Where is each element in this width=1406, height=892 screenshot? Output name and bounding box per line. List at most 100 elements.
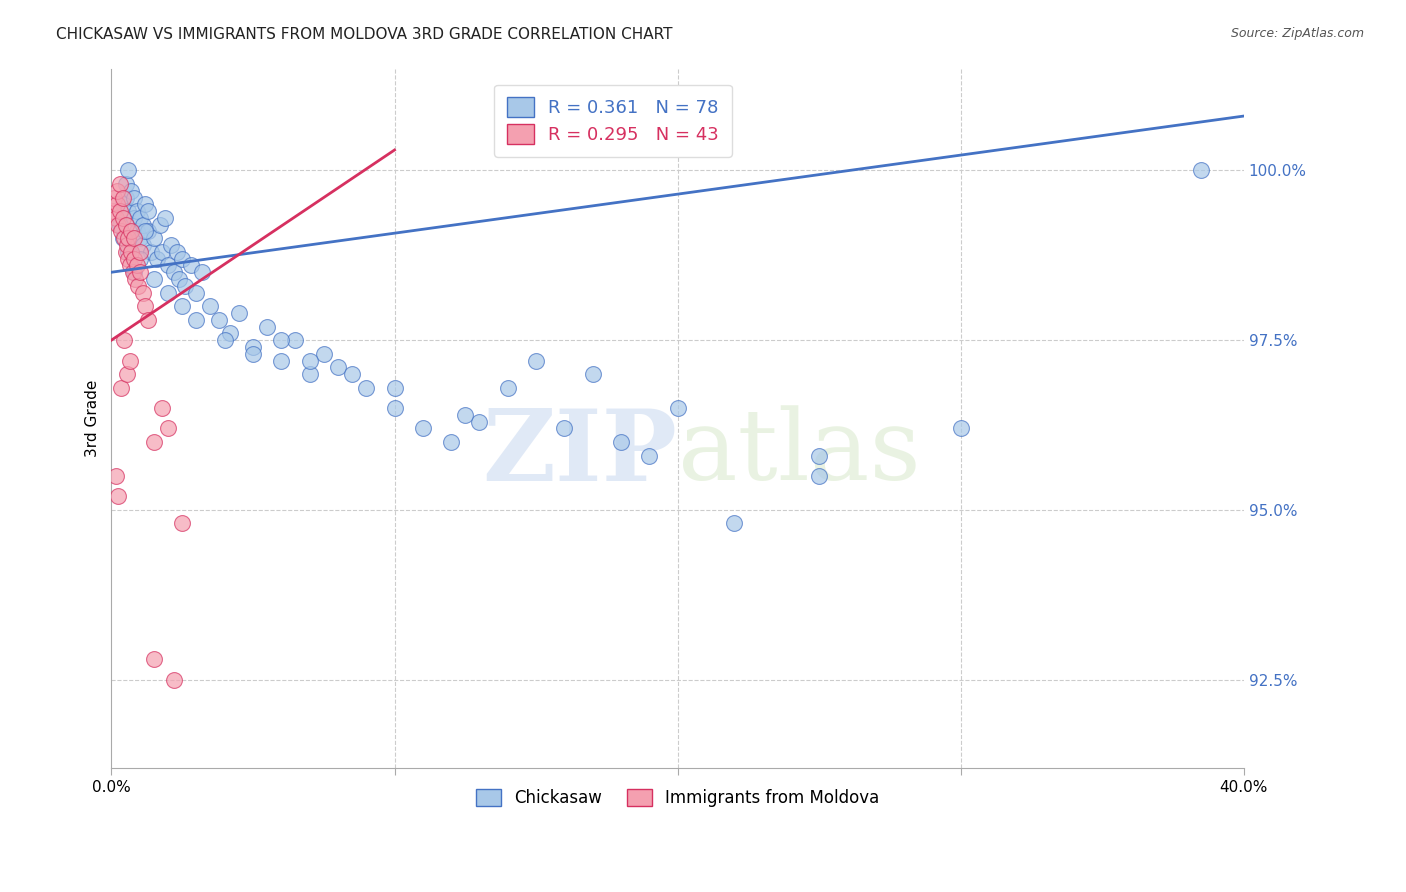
Point bbox=[112, 231, 135, 245]
Point bbox=[112, 333, 135, 347]
Point bbox=[120, 244, 142, 259]
Point bbox=[139, 244, 162, 259]
Text: atlas: atlas bbox=[678, 405, 921, 501]
Point bbox=[125, 225, 148, 239]
Point bbox=[186, 312, 208, 326]
Point bbox=[172, 516, 194, 531]
Point bbox=[131, 238, 153, 252]
Point bbox=[340, 367, 363, 381]
Point bbox=[128, 252, 150, 266]
Point bbox=[163, 265, 186, 279]
Point bbox=[214, 333, 236, 347]
Point bbox=[105, 197, 128, 211]
Point bbox=[134, 299, 156, 313]
Point bbox=[270, 333, 292, 347]
Point bbox=[949, 421, 972, 435]
Point bbox=[114, 244, 136, 259]
Point bbox=[200, 299, 222, 313]
Point bbox=[166, 244, 188, 259]
Point bbox=[208, 312, 231, 326]
Point bbox=[270, 353, 292, 368]
Text: Source: ZipAtlas.com: Source: ZipAtlas.com bbox=[1230, 27, 1364, 40]
Point bbox=[142, 231, 165, 245]
Point bbox=[298, 353, 321, 368]
Point bbox=[117, 204, 139, 219]
Point bbox=[284, 333, 307, 347]
Point bbox=[440, 435, 463, 450]
Point bbox=[326, 360, 349, 375]
Point bbox=[107, 218, 129, 232]
Point bbox=[114, 218, 136, 232]
Point bbox=[107, 489, 129, 503]
Point bbox=[808, 469, 831, 483]
Point bbox=[124, 272, 146, 286]
Point bbox=[125, 204, 148, 219]
Point bbox=[454, 408, 477, 422]
Point bbox=[120, 184, 142, 198]
Point bbox=[638, 449, 661, 463]
Point bbox=[108, 177, 131, 191]
Point bbox=[110, 225, 132, 239]
Point bbox=[524, 353, 547, 368]
Point bbox=[142, 435, 165, 450]
Point bbox=[169, 272, 191, 286]
Point bbox=[111, 197, 134, 211]
Point bbox=[128, 244, 150, 259]
Point bbox=[104, 469, 127, 483]
Point bbox=[163, 673, 186, 687]
Point bbox=[131, 218, 153, 232]
Point bbox=[101, 204, 124, 219]
Point bbox=[180, 259, 202, 273]
Point bbox=[610, 435, 633, 450]
Point bbox=[103, 190, 125, 204]
Point bbox=[128, 265, 150, 279]
Point bbox=[312, 347, 335, 361]
Point bbox=[136, 204, 159, 219]
Point bbox=[412, 421, 434, 435]
Point bbox=[145, 252, 167, 266]
Point bbox=[111, 190, 134, 204]
Point bbox=[128, 211, 150, 225]
Point bbox=[186, 285, 208, 300]
Point bbox=[128, 231, 150, 245]
Point bbox=[108, 204, 131, 219]
Point bbox=[117, 252, 139, 266]
Point bbox=[142, 272, 165, 286]
Point bbox=[384, 381, 406, 395]
Point bbox=[228, 306, 250, 320]
Point bbox=[153, 211, 176, 225]
Point bbox=[122, 252, 145, 266]
Point bbox=[115, 238, 138, 252]
Point bbox=[122, 211, 145, 225]
Point bbox=[1189, 163, 1212, 178]
Point bbox=[354, 381, 377, 395]
Point bbox=[298, 367, 321, 381]
Point bbox=[114, 177, 136, 191]
Point bbox=[666, 401, 689, 415]
Point bbox=[122, 265, 145, 279]
Point bbox=[127, 278, 149, 293]
Point bbox=[219, 326, 242, 341]
Point bbox=[111, 231, 134, 245]
Point bbox=[125, 259, 148, 273]
Point bbox=[134, 197, 156, 211]
Point bbox=[136, 225, 159, 239]
Point bbox=[172, 299, 194, 313]
Point bbox=[105, 184, 128, 198]
Point bbox=[122, 190, 145, 204]
Point bbox=[256, 319, 278, 334]
Point bbox=[110, 381, 132, 395]
Point bbox=[723, 516, 745, 531]
Point bbox=[121, 265, 143, 279]
Point bbox=[148, 218, 170, 232]
Point bbox=[242, 347, 264, 361]
Point bbox=[104, 211, 127, 225]
Point bbox=[117, 163, 139, 178]
Point bbox=[118, 353, 141, 368]
Point bbox=[157, 421, 180, 435]
Point bbox=[122, 231, 145, 245]
Legend: Chickasaw, Immigrants from Moldova: Chickasaw, Immigrants from Moldova bbox=[467, 780, 887, 815]
Point bbox=[118, 259, 141, 273]
Point bbox=[191, 265, 214, 279]
Point bbox=[108, 218, 131, 232]
